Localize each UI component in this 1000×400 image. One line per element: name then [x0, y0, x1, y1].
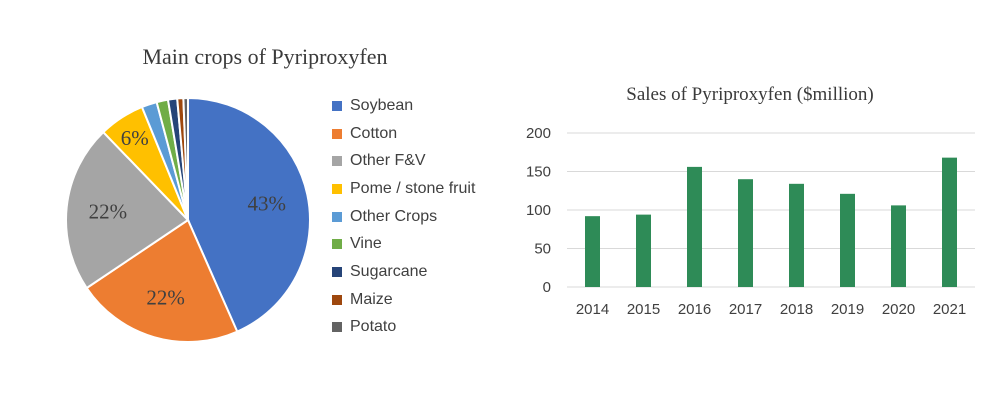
x-tick-label: 2019 [831, 301, 864, 318]
legend-label: Potato [350, 318, 397, 336]
bar-2021 [942, 157, 957, 287]
legend-item: Sugarcane [332, 258, 475, 286]
legend-swatch [332, 322, 342, 333]
bar-2016 [687, 166, 702, 287]
pie-slice-soybean [187, 96, 311, 333]
bar-2014 [585, 216, 600, 287]
y-tick-label: 0 [543, 279, 551, 296]
bar-2015 [636, 214, 651, 287]
legend-label: Other F&V [350, 152, 426, 170]
legend-item: Potato [332, 314, 475, 342]
y-tick-label: 150 [526, 164, 551, 181]
pie-data-label: 22% [146, 285, 185, 309]
y-tick-label: 200 [526, 125, 551, 142]
legend-swatch [332, 156, 342, 167]
bar-2019 [840, 193, 855, 287]
bar-chart-title: Sales of Pyriproxyfen ($million) [626, 84, 874, 105]
legend-item: Pome / stone fruit [332, 175, 475, 203]
x-tick-label: 2016 [678, 301, 711, 318]
legend-swatch [332, 266, 342, 277]
legend-swatch [332, 128, 342, 139]
legend-label: Soybean [350, 96, 414, 114]
pie-slice-potato [182, 96, 189, 221]
bar-2018 [789, 183, 804, 287]
pie-slice-cotton [85, 218, 239, 343]
y-tick-label: 50 [534, 241, 551, 258]
legend-swatch [332, 294, 342, 305]
x-tick-label: 2018 [780, 301, 813, 318]
legend-item: Other F&V [332, 147, 475, 175]
pie-data-label: 43% [248, 191, 287, 215]
legend-item: Other Crops [332, 203, 475, 231]
pie-chart-title: Main crops of Pyriproxyfen [142, 44, 388, 69]
pie-slice-other-f-v [65, 130, 190, 290]
legend-item: Maize [332, 286, 475, 314]
x-tick-label: 2015 [627, 301, 660, 318]
pie-data-label: 22% [89, 199, 128, 223]
legend-swatch [332, 183, 342, 194]
legend-swatch [332, 239, 342, 250]
x-tick-label: 2020 [882, 301, 915, 318]
x-tick-label: 2014 [576, 301, 609, 318]
legend-label: Maize [350, 290, 393, 308]
pie-data-label: 6% [121, 126, 149, 150]
legend-label: Vine [350, 235, 382, 253]
legend-label: Other Crops [350, 207, 438, 225]
legend-item: Soybean [332, 92, 475, 120]
legend-label: Sugarcane [350, 262, 428, 280]
legend-item: Vine [332, 230, 475, 258]
x-tick-label: 2021 [933, 301, 966, 318]
legend-swatch [332, 100, 342, 111]
pie-legend: Soybean Cotton Other F&V Pome / stone fruit… [332, 92, 475, 341]
legend-label: Cotton [350, 124, 398, 142]
bar-2020 [891, 205, 906, 287]
x-tick-label: 2017 [729, 301, 762, 318]
legend-swatch [332, 211, 342, 222]
bar-2017 [738, 179, 753, 287]
legend-item: Cotton [332, 120, 475, 148]
y-tick-label: 100 [526, 202, 551, 219]
legend-label: Pome / stone fruit [350, 179, 476, 197]
